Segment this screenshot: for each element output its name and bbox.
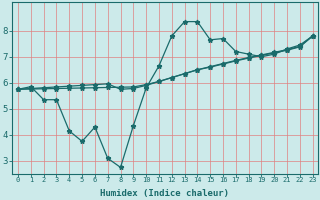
X-axis label: Humidex (Indice chaleur): Humidex (Indice chaleur) <box>100 189 229 198</box>
